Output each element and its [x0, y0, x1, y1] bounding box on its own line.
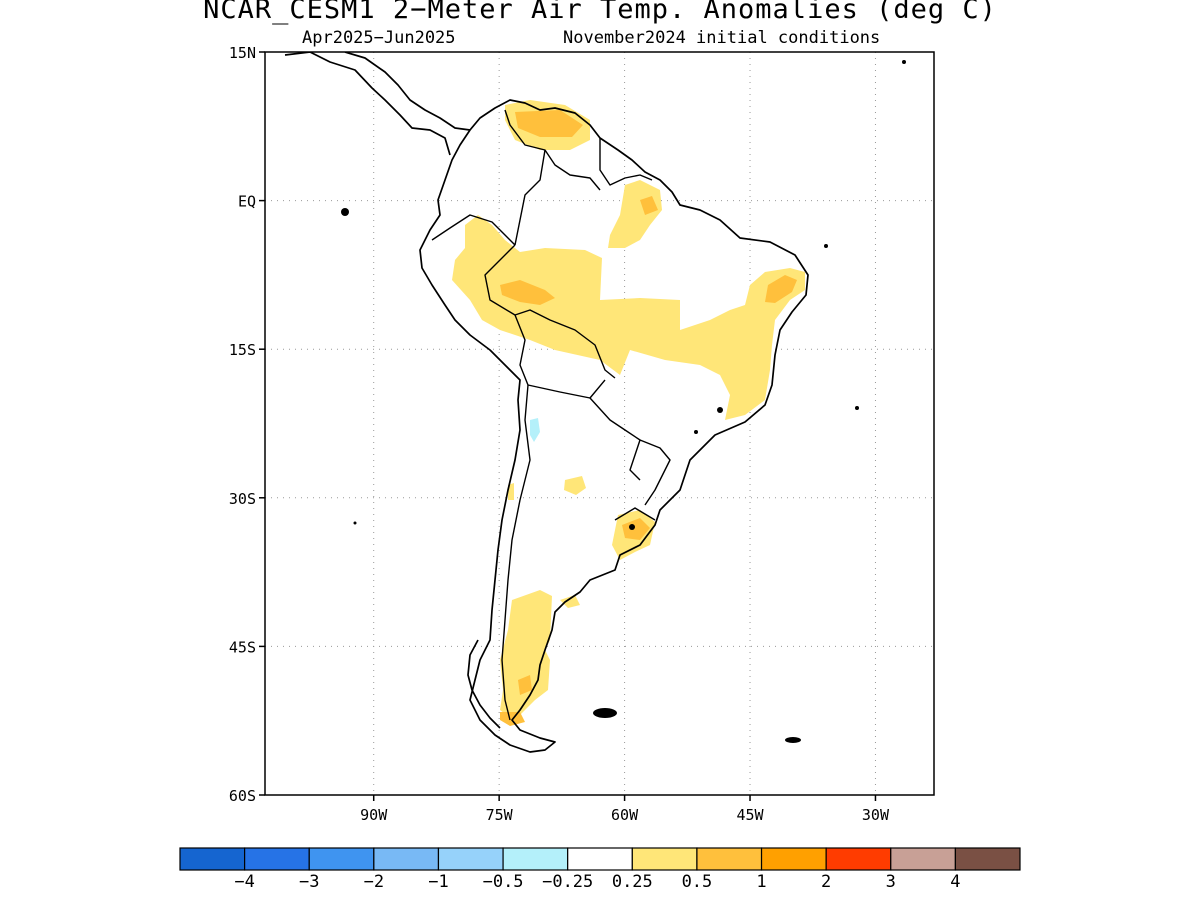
colorbar-swatch [954, 847, 1021, 871]
colorbar-swatch [631, 847, 698, 871]
colorbar-swatch [308, 847, 375, 871]
peru-bolivia-core-anomaly [500, 280, 555, 305]
colorbar-swatch [437, 847, 504, 871]
brazil-bolivia-border [514, 309, 616, 379]
lon-tick-label: 60W [611, 806, 639, 824]
colorbar-label: 0.5 [682, 872, 713, 892]
brazil-coastal-island-2 [694, 430, 698, 434]
venezuela-core-anomaly [515, 110, 583, 137]
lon-tick-label: 45W [736, 806, 764, 824]
south-georgia-island [785, 737, 801, 743]
colorbar: −4 −3 −2 −1 −0.5 −0.25 0.25 0.5 1 2 3 4 [179, 847, 1021, 892]
coastlines [284, 52, 809, 753]
colorbar-swatch [502, 847, 569, 871]
lat-tick-label: 15S [229, 341, 256, 359]
brazil-coastal-island [717, 407, 723, 413]
lon-tick-label: 90W [360, 806, 388, 824]
colorbar-label: 3 [886, 872, 896, 892]
guiana-anomaly [608, 180, 662, 248]
colombia-ecuador-peru-border [431, 214, 516, 246]
lat-tick-label: 15N [229, 44, 256, 62]
lon-tick-label: 30W [862, 806, 890, 824]
guianas-borders [599, 138, 653, 186]
colorbar-swatch [567, 847, 633, 871]
lat-tick-label: 60S [229, 787, 256, 805]
colorbar-label: −4 [234, 872, 254, 892]
axis-ticks: 15N EQ 15S 30S 45S 60S 90W 75W 60W 45W 30W [229, 44, 890, 824]
peru-bolivia-chile-border [514, 314, 529, 386]
colorbar-label: −0.5 [483, 872, 524, 892]
colorbar-label: 4 [950, 872, 960, 892]
anomaly-neg-0.25-areas [530, 418, 540, 442]
colombia-brazil-border [514, 149, 546, 246]
anomaly-shading [452, 100, 805, 726]
colorbar-label: 1 [756, 872, 766, 892]
colorbar-label: −2 [364, 872, 384, 892]
peru-brazil-border [484, 244, 516, 316]
atacama-anomaly [530, 418, 540, 442]
lesser-antilles [902, 60, 906, 64]
colorbar-swatch [244, 847, 310, 871]
colorbar-label: −3 [299, 872, 319, 892]
lat-tick-label: 45S [229, 638, 256, 656]
argentina-brazil-border [639, 439, 671, 506]
map-title: NCAR_CESM1 2−Meter Air Temp. Anomalies (… [203, 0, 997, 25]
galapagos-islands [341, 208, 349, 216]
season-label: Apr2025−Jun2025 [302, 28, 456, 48]
colorbar-label: 2 [821, 872, 831, 892]
central-argentina-anomaly [564, 476, 586, 495]
fernando-de-noronha [824, 244, 828, 248]
colorbar-swatch [890, 847, 956, 871]
colorbar-swatch [373, 847, 440, 871]
colorbar-label: −1 [428, 872, 448, 892]
islands [341, 60, 906, 743]
country-borders [431, 109, 671, 721]
colorbar-swatch [825, 847, 892, 871]
falkland-islands [593, 708, 617, 718]
paraguay-border [589, 397, 641, 481]
bolivia-argentina-paraguay-border [527, 379, 606, 399]
initial-conditions-label: November2024 initial conditions [563, 28, 881, 48]
chile-argentina-border [501, 384, 531, 721]
amazon-brazil-anomaly [452, 215, 805, 420]
juan-fernandez-islands [353, 521, 357, 525]
lagoa-dos-patos [629, 524, 635, 530]
colorbar-label: −0.25 [542, 872, 593, 892]
lat-tick-label: 30S [229, 490, 256, 508]
uruguay-border [614, 507, 656, 521]
nordeste-core-anomaly [765, 275, 797, 303]
colorbar-label: 0.25 [612, 872, 653, 892]
lat-tick-label: EQ [238, 193, 256, 211]
patagonia-anomaly [500, 590, 552, 718]
chile-fjords [467, 639, 501, 729]
anomaly-0.5-1-areas [500, 110, 797, 726]
colorbar-swatch [179, 847, 246, 871]
uruguay-core-anomaly [622, 518, 650, 540]
santa-cruz-coast-anomaly [560, 595, 580, 608]
colorbar-swatch [696, 847, 763, 871]
lon-tick-label: 75W [486, 806, 514, 824]
patagonia-core-anomaly [518, 675, 532, 695]
central-america-caribbean-coast [344, 52, 471, 131]
south-america-outline [419, 99, 809, 753]
guiana-core-anomaly [640, 196, 658, 215]
map-frame [264, 51, 935, 796]
colorbar-swatch [760, 847, 827, 871]
central-america-coast [284, 52, 451, 156]
trindade-island [855, 406, 859, 410]
colombia-venezuela-border [504, 109, 601, 191]
